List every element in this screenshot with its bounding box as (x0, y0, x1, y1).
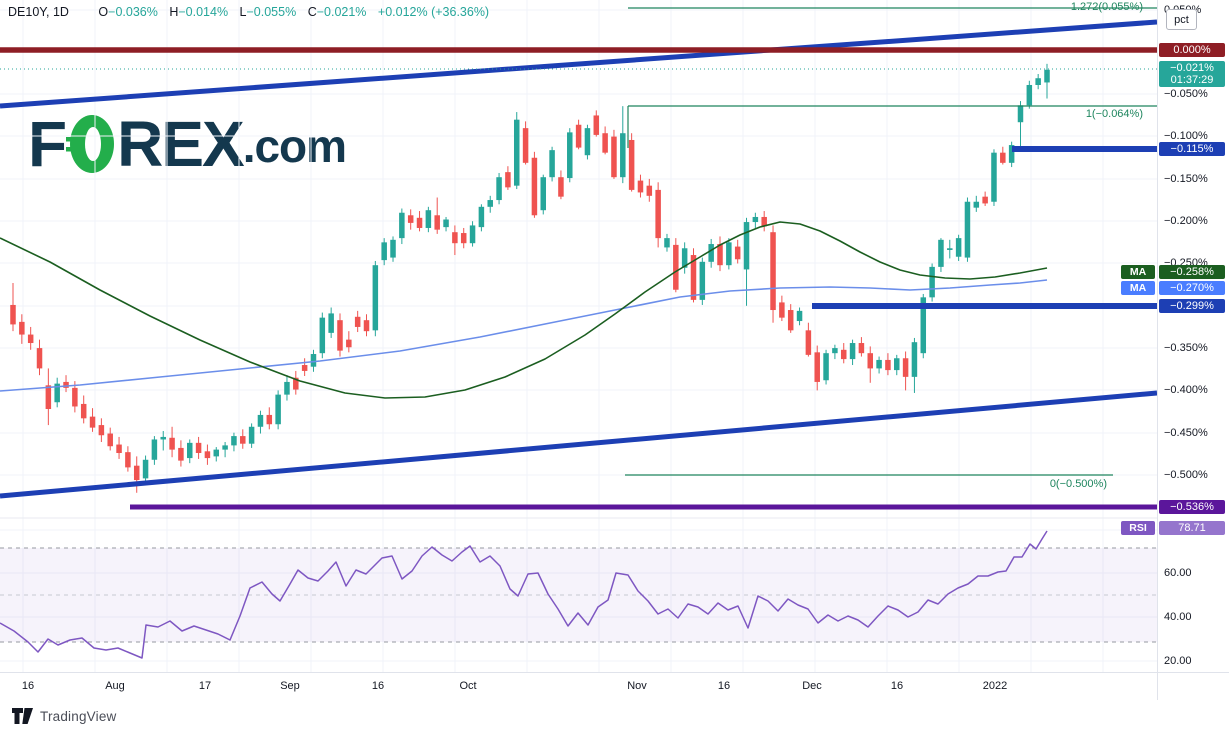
tradingview-label: TradingView (40, 708, 117, 724)
time-axis-label: 17 (198, 680, 212, 692)
rsi-line (0, 530, 1048, 659)
ohlc-low: L−0.055% (239, 5, 297, 19)
watermark-rex: REX (117, 108, 245, 180)
fib-label: 1.272(0.055%) (1070, 1, 1143, 13)
price-axis-tick: −0.100% (1164, 130, 1208, 142)
price-axis-badge: 78.71 (1159, 521, 1225, 535)
fib-label: 1(−0.064%) (1085, 108, 1143, 120)
price-axis-tick: −0.350% (1164, 342, 1208, 354)
channel-lower-line (0, 390, 1157, 499)
rsi-tag-badge: RSI (1121, 521, 1155, 535)
rsi-axis-tick: 60.00 (1164, 567, 1192, 579)
symbol-title[interactable]: DE10Y, 1D (8, 5, 69, 19)
symbol-header: DE10Y, 1D O−0.036% H−0.014% L−0.055% C−0… (8, 5, 489, 19)
fib-label: 0(−0.500%) (1049, 478, 1107, 490)
price-axis-tick: −0.200% (1164, 215, 1208, 227)
price-axis-tick: −0.450% (1164, 427, 1208, 439)
price-axis-badge: −0.536% (1159, 500, 1225, 514)
rsi-axis-tick: 20.00 (1164, 655, 1192, 667)
forex-com-watermark: F REX .com (28, 108, 347, 180)
time-axis-label: Sep (280, 680, 300, 692)
rsi-axis-tick: 40.00 (1164, 611, 1192, 623)
price-chart-canvas[interactable] (0, 0, 1157, 672)
time-axis-label: Dec (802, 680, 822, 692)
price-axis-tick: −0.050% (1164, 88, 1208, 100)
price-axis-badge: −0.258% (1159, 265, 1225, 279)
ma-tag-badge: MA (1121, 281, 1155, 295)
price-axis[interactable]: 0.050%−0.050%−0.100%−0.150%−0.200%−0.250… (1157, 0, 1229, 672)
change-value: +0.012% (+36.36%) (377, 5, 490, 19)
price-axis-badge: −0.270% (1159, 281, 1225, 295)
time-axis-label: 16 (21, 680, 35, 692)
price-axis-tick: −0.150% (1164, 173, 1208, 185)
watermark-tld: .com (242, 120, 347, 172)
ma-tag-badge: MA (1121, 265, 1155, 279)
channel-upper-line (0, 19, 1157, 109)
price-axis-tick: −0.400% (1164, 384, 1208, 396)
tradingview-mark-icon (12, 708, 33, 724)
time-axis-label: 2022 (982, 680, 1008, 692)
ohlc-close: C−0.021% (307, 5, 367, 19)
tradingview-logo[interactable]: TradingView (12, 708, 117, 724)
time-axis[interactable]: 16 Aug 17 Sep 16 Oct Nov 16 Dec 16 2022 (0, 672, 1229, 701)
price-axis-badge: −0.021% 01:37:29 (1159, 61, 1225, 87)
watermark-f: F (28, 108, 67, 180)
candles-layer (10, 63, 1050, 493)
price-axis-badge: −0.115% (1159, 142, 1225, 156)
time-axis-label: Nov (627, 680, 647, 692)
axis-corner-divider (1157, 673, 1158, 701)
price-axis-tick: −0.500% (1164, 469, 1208, 481)
price-axis-badge: 0.000% (1159, 43, 1225, 57)
time-axis-label: Oct (459, 680, 477, 692)
time-axis-label: 16 (371, 680, 385, 692)
time-axis-label: 16 (890, 680, 904, 692)
time-axis-label: 16 (717, 680, 731, 692)
time-axis-label: Aug (105, 680, 125, 692)
ohlc-high: H−0.014% (169, 5, 229, 19)
pct-unit-button[interactable]: pct (1166, 9, 1197, 30)
footer-bar: TradingView (0, 700, 1229, 735)
ma-blue-line (0, 279, 1048, 392)
ma-green-line (0, 221, 1048, 399)
ohlc-open: O−0.036% (98, 5, 158, 19)
price-axis-badge: −0.299% (1159, 299, 1225, 313)
